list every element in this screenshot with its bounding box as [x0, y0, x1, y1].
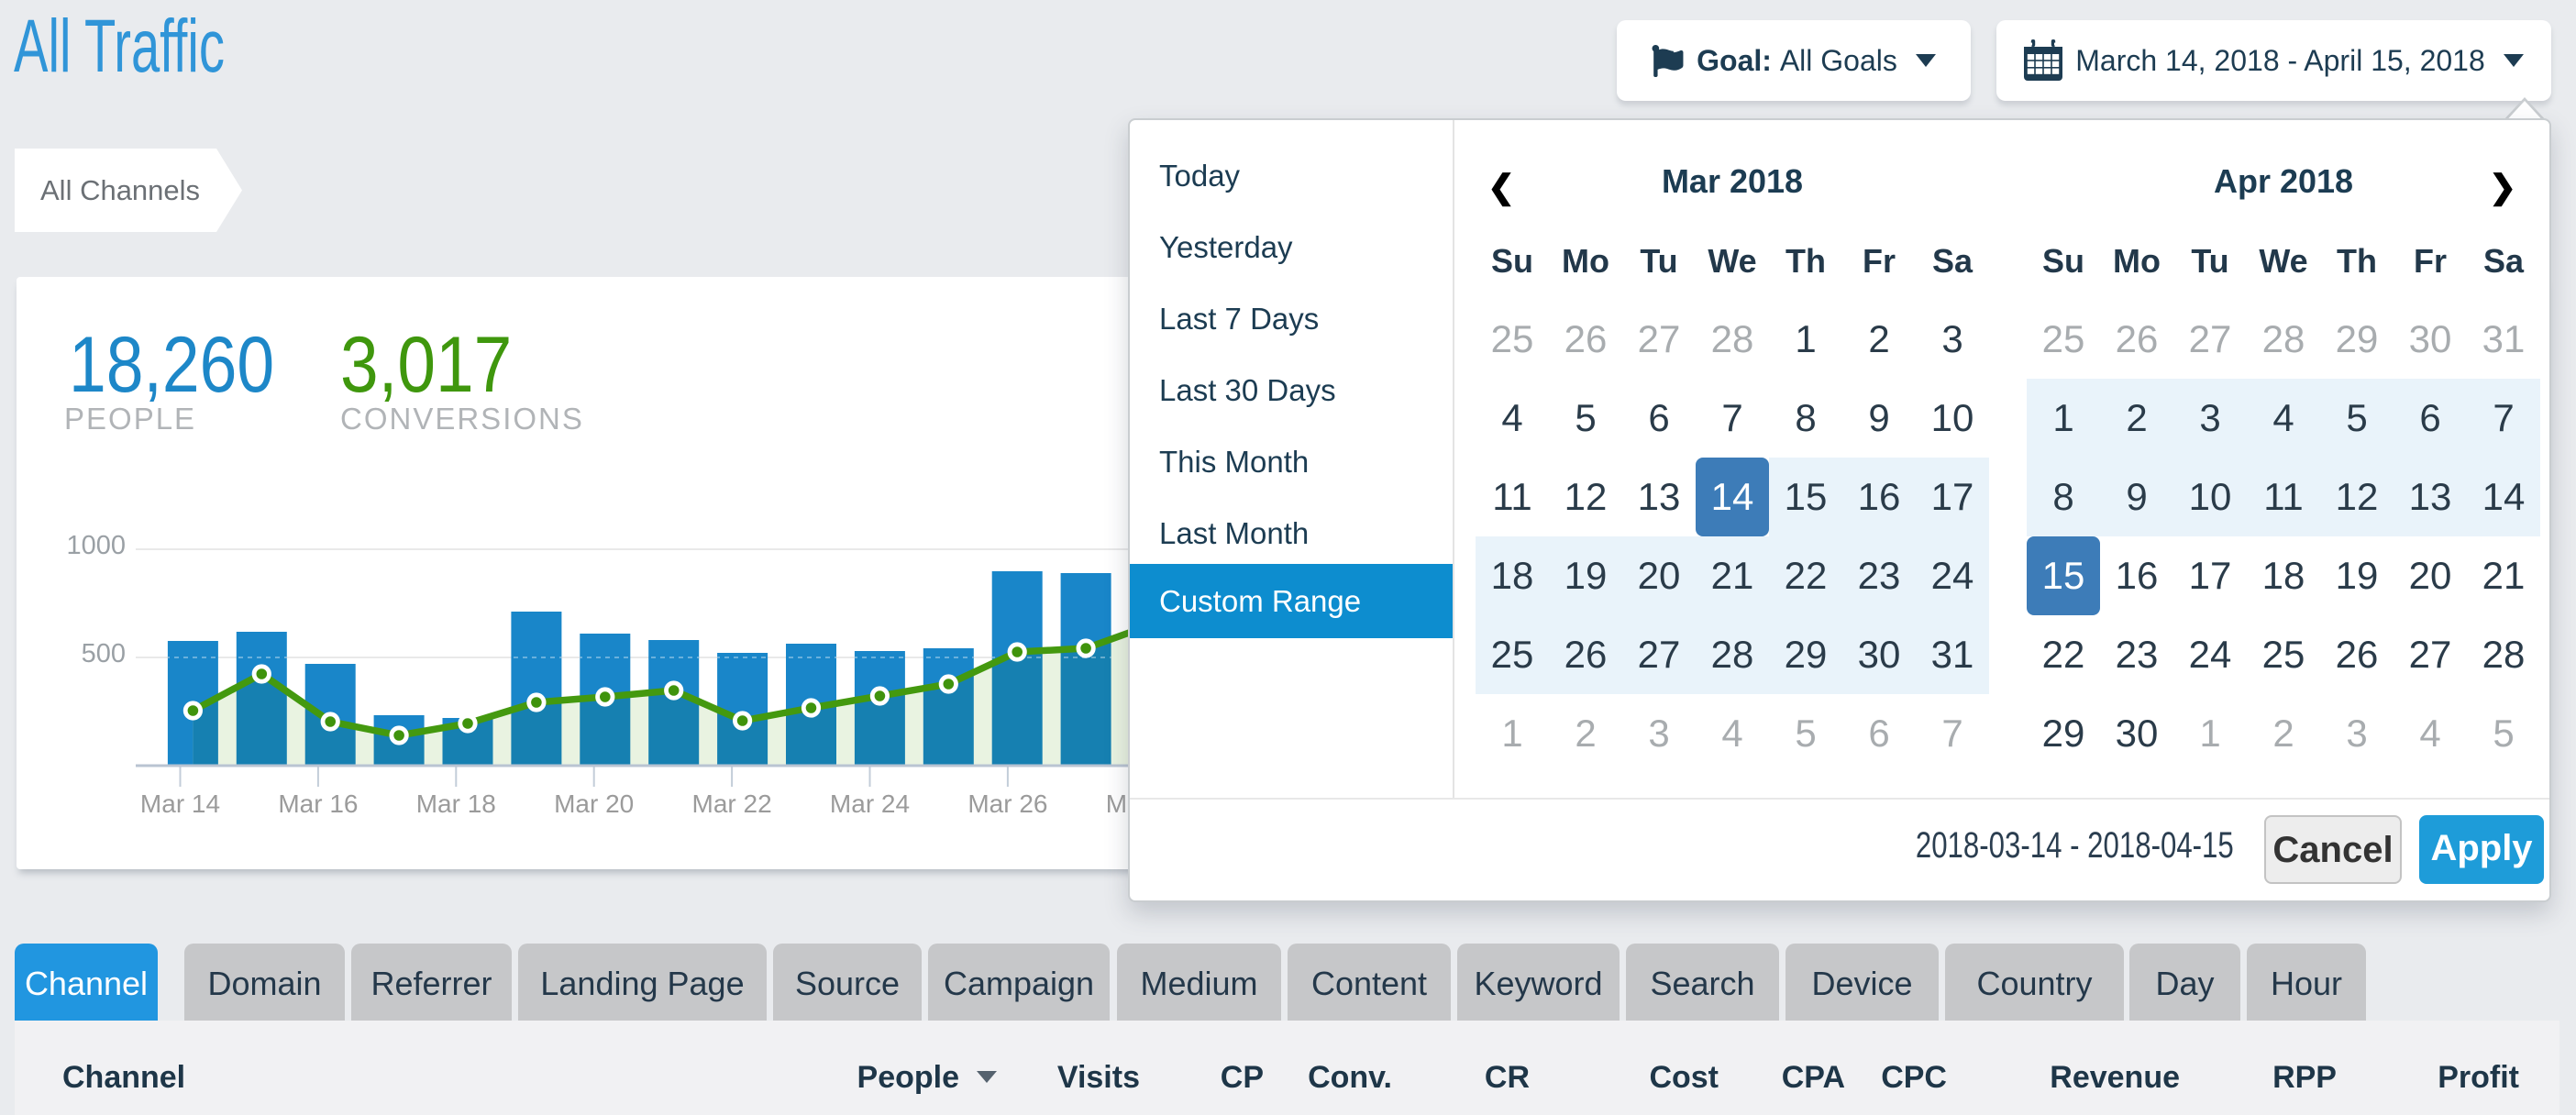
svg-text:1000: 1000 [66, 531, 126, 560]
svg-text:500: 500 [82, 639, 126, 668]
svg-text:Mar 26: Mar 26 [967, 789, 1047, 818]
svg-text:Mar 16: Mar 16 [278, 789, 358, 818]
svg-text:Mar 14: Mar 14 [140, 789, 220, 818]
svg-text:Mar 20: Mar 20 [554, 789, 634, 818]
svg-text:Mar 22: Mar 22 [692, 789, 772, 818]
svg-text:Mar 24: Mar 24 [830, 789, 910, 818]
svg-text:Mar 18: Mar 18 [416, 789, 496, 818]
